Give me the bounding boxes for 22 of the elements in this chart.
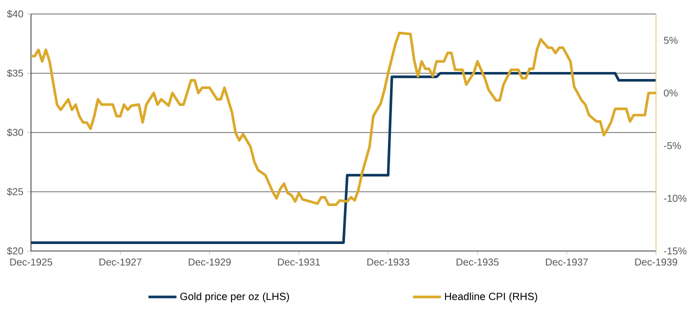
y-tick-label: $40 (6, 10, 24, 18)
x-tick-label: Dec-1935 (456, 258, 499, 266)
x-tick-label: Dec-1931 (278, 258, 320, 266)
line-series (31, 32, 656, 206)
y2-tick-label: -5% (664, 142, 681, 150)
y-tick-label: $30 (6, 128, 24, 137)
legend-label: Headline CPI (RHS) (445, 292, 538, 302)
x-tick-label: Dec-1933 (367, 258, 410, 266)
x-tick-label: Dec-1929 (188, 258, 231, 266)
y2-tick-label: 5% (664, 36, 678, 44)
y-tick-label: $25 (6, 188, 24, 196)
line-series (31, 72, 656, 244)
y2-tick-label: 0% (664, 89, 678, 97)
legend-label: Gold price per oz (LHS) (180, 292, 289, 302)
y-tick-label: $20 (6, 246, 24, 256)
x-tick-label: Dec-1937 (546, 258, 588, 266)
y-tick-label: $35 (6, 69, 24, 78)
y2-tick-label: -10% (664, 194, 686, 202)
x-tick-label: Dec-1927 (100, 258, 142, 266)
x-tick-label: Dec-1925 (10, 258, 52, 266)
y2-tick-label: -15% (664, 247, 686, 254)
x-tick-label: Dec-1939 (635, 258, 678, 266)
